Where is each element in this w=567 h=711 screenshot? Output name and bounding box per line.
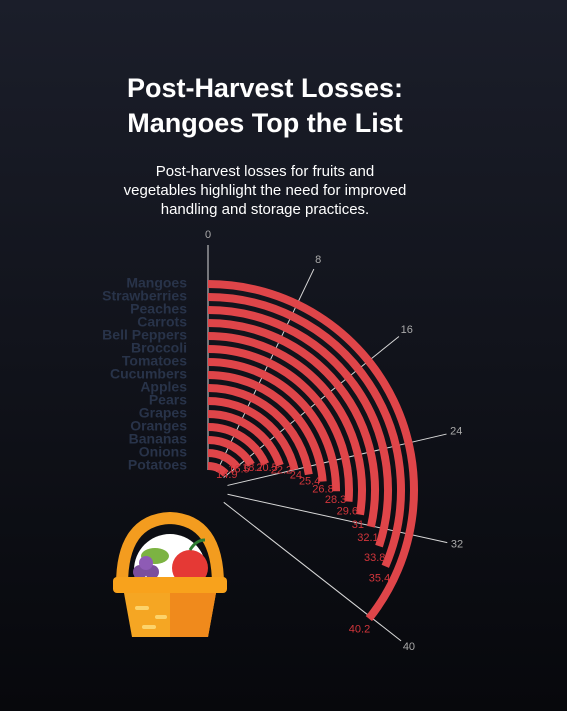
chart-title: Mangoes Top the List [127, 108, 403, 138]
bar [207, 345, 353, 502]
bar [207, 280, 418, 622]
value-label: 25.4 [299, 476, 320, 488]
value-label: 16.5 [228, 464, 249, 476]
value-label: 22.2 [271, 464, 292, 476]
value-label: 20.5 [256, 462, 277, 474]
category-label: Strawberries [102, 288, 187, 304]
subtitle: vegetables highlight the need for improv… [124, 182, 407, 199]
category-label: Potatoes [128, 457, 187, 473]
subtitle: handling and storage practices. [161, 201, 369, 218]
tick-label: 8 [315, 254, 321, 266]
value-label: 33.8 [364, 552, 385, 564]
category-label: Bell Peppers [102, 327, 187, 343]
bar [207, 371, 327, 482]
category-label: Oranges [130, 418, 187, 434]
category-label: Peaches [130, 301, 187, 317]
chart-title: Post-Harvest Losses: [127, 73, 403, 103]
bar [207, 384, 313, 476]
category-label: Mangoes [126, 275, 187, 291]
bar [207, 423, 270, 466]
bar [207, 358, 340, 492]
category-label: Carrots [137, 314, 187, 330]
category-label: Onions [139, 444, 187, 460]
tick-label: 32 [451, 539, 463, 551]
bar [207, 397, 299, 471]
tick-label: 40 [403, 641, 415, 653]
value-label: 24 [290, 470, 302, 482]
bar [207, 449, 241, 471]
tick-label: 0 [205, 229, 211, 241]
bar [207, 306, 392, 548]
tick-label: 24 [450, 426, 462, 438]
bar [207, 319, 379, 528]
value-label: 26.8 [312, 483, 333, 495]
value-label: 32.1 [357, 532, 378, 544]
category-label: Grapes [139, 405, 187, 421]
value-label: 28.3 [325, 494, 346, 506]
bar [207, 293, 405, 568]
tick-label: 16 [401, 324, 413, 336]
subtitle: Post-harvest losses for fruits and [156, 163, 374, 180]
category-label: Pears [149, 392, 187, 408]
bar [207, 436, 255, 468]
value-label: 18.7 [242, 462, 263, 474]
category-label: Broccoli [131, 340, 187, 356]
category-label: Tomatoes [122, 353, 187, 369]
category-label: Bananas [129, 431, 188, 447]
value-label: 14.9 [216, 469, 237, 481]
category-label: Apples [140, 379, 187, 395]
value-label: 29.6 [337, 505, 358, 517]
bar [207, 462, 229, 477]
category-label: Cucumbers [110, 366, 187, 382]
basket-icon [113, 511, 227, 637]
bar [207, 410, 284, 467]
value-label: 31 [352, 519, 364, 531]
bar [207, 332, 366, 516]
value-label: 35.4 [369, 572, 390, 584]
value-label: 40.2 [349, 623, 370, 635]
